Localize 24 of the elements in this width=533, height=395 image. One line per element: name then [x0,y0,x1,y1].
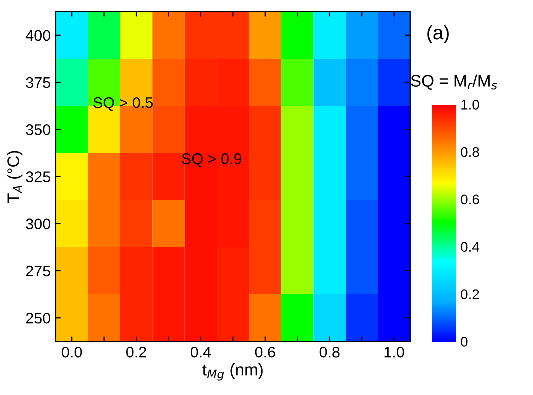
x-tick-label: 0.2 [126,346,146,358]
color-bar-label: 0 [461,337,468,347]
text: (a) [428,25,449,44]
x-tick-label: 0.0 [62,346,82,358]
y-axis-title: T$_{A}$ (°C) [7,151,23,204]
y-tick-label: 350 [26,124,51,136]
x-tick-label: 0.6 [255,346,276,358]
y-tick-label: 300 [26,218,51,230]
y-tick-label: 325 [26,172,50,182]
color-bar-label: 1.0 [462,100,480,110]
y-tick-label: 400 [26,30,51,42]
color-bar-label: 0.8 [461,147,480,158]
x-tick-label: 0.4 [190,346,212,358]
x-axis-title: t$_{Mg}$ (nm) [202,364,263,381]
annotation: SQ > 0.9 [182,154,242,168]
x-tick-label: 1.0 [384,346,404,358]
color-bar-label: 0.4 [461,242,480,252]
x-tick-label: 0.8 [320,346,340,358]
color-bar-title: SQ = M$_{r}$/M$_{s}$ [411,74,498,90]
color-bar-label: 0.6 [461,194,480,205]
y-tick-label: 375 [26,77,50,88]
color-bar-label: 0.2 [461,290,480,300]
y-tick-label: 275 [26,266,50,277]
y-tick-label: 250 [26,312,51,324]
